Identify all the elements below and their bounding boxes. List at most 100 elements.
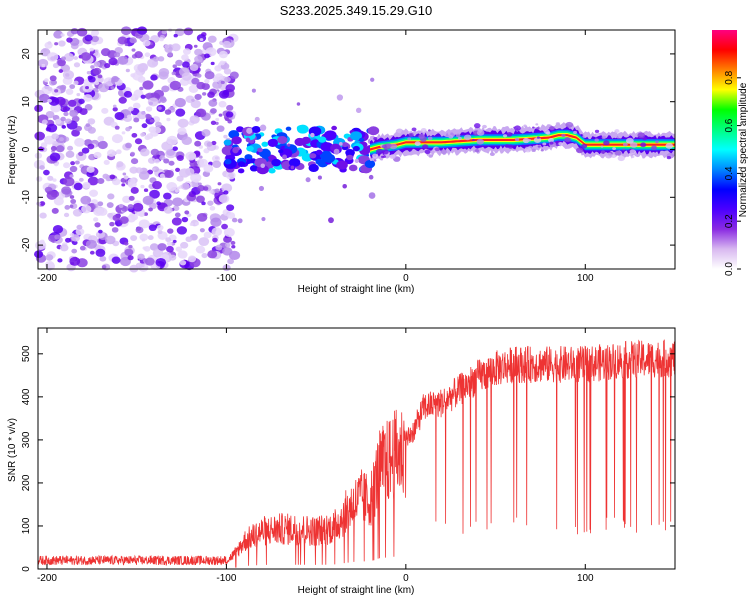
noise-blob (142, 39, 151, 47)
noise-blob (226, 104, 234, 111)
noise-blob (71, 129, 80, 137)
spectrogram-x-label: Height of straight line (km) (298, 284, 415, 295)
noise-blob (38, 146, 45, 152)
scatter-blob (254, 116, 260, 122)
noise-blob (194, 222, 199, 226)
noise-blob (54, 234, 61, 240)
noise-blob (171, 43, 181, 52)
noise-blob (68, 99, 77, 107)
noise-blob (75, 125, 82, 132)
signal-blob (323, 130, 337, 141)
noise-blob (76, 93, 81, 97)
noise-blob (207, 200, 214, 206)
noise-blob (74, 160, 80, 165)
noise-blob (165, 237, 172, 243)
noise-blob (134, 51, 143, 59)
ridge-noise-blob (666, 135, 670, 138)
x-tick-label: 100 (577, 573, 594, 584)
noise-blob (161, 29, 168, 35)
noise-blob (152, 248, 164, 258)
noise-blob (227, 119, 233, 124)
noise-blob (189, 222, 194, 227)
ridge-noise-blob (376, 148, 384, 155)
ridge-noise-blob (411, 127, 417, 132)
noise-blob (60, 116, 66, 122)
noise-blob (145, 106, 153, 112)
noise-blob (117, 36, 128, 45)
noise-blob (142, 246, 147, 250)
ridge-noise-blob (382, 149, 389, 155)
noise-blob (135, 262, 143, 269)
noise-blob (148, 224, 157, 232)
noise-blob (106, 149, 116, 157)
noise-blob (174, 212, 181, 218)
signal-blob (224, 159, 232, 165)
noise-blob (99, 255, 107, 262)
noise-blob (65, 237, 71, 243)
noise-blob (175, 108, 186, 117)
noise-blob (140, 94, 146, 99)
ridge-noise-blob (513, 125, 521, 131)
noise-blob (226, 204, 235, 212)
noise-blob (87, 143, 95, 150)
signal-blob (323, 153, 336, 163)
noise-blob (177, 127, 187, 135)
noise-blob (69, 204, 74, 208)
noise-blob (131, 48, 136, 52)
noise-blob (154, 158, 160, 164)
noise-blob (147, 97, 159, 107)
scatter-blob (368, 174, 374, 180)
noise-blob (121, 205, 129, 212)
noise-blob (175, 167, 181, 172)
noise-blob (98, 229, 103, 234)
noise-blob (151, 167, 156, 171)
noise-blob (45, 254, 54, 261)
ridge-noise-blob (637, 132, 646, 139)
noise-blob (229, 71, 239, 80)
noise-blob (97, 177, 105, 184)
noise-blob (44, 261, 55, 270)
scatter-blob (333, 148, 340, 155)
noise-blob (33, 250, 44, 259)
noise-blob (201, 252, 208, 259)
signal-blob (346, 154, 354, 161)
noise-blob (41, 63, 46, 68)
colorbar-tick-label: 0.8 (724, 70, 735, 84)
noise-blob (130, 158, 139, 165)
ridge-noise-blob (507, 144, 514, 149)
noise-blob (218, 50, 228, 59)
noise-blob (108, 57, 118, 66)
noise-blob (159, 173, 166, 179)
ridge-noise-blob (594, 138, 599, 142)
noise-blob (66, 37, 73, 43)
noise-blob (122, 172, 127, 176)
ridge-noise-blob (666, 155, 672, 160)
x-tick-label: 0 (403, 573, 409, 584)
noise-blob (132, 202, 144, 212)
noise-blob (169, 80, 181, 91)
noise-blob (161, 85, 170, 93)
noise-blob (165, 148, 177, 159)
y-tick-label: -10 (21, 190, 32, 205)
noise-blob (103, 159, 110, 165)
ridge-noise-blob (549, 126, 555, 131)
noise-blob (196, 73, 202, 78)
noise-blob (133, 117, 140, 123)
noise-blob (189, 115, 200, 124)
noise-blob (185, 151, 197, 161)
noise-blob (132, 102, 141, 110)
noise-blob (166, 117, 171, 122)
signal-blob (251, 126, 261, 134)
noise-blob (130, 151, 136, 156)
scatter-blob (336, 94, 344, 101)
scatter-blob (338, 141, 343, 146)
noise-blob (60, 33, 65, 37)
signal-blob (315, 154, 321, 159)
colorbar-tick-label: 0.0 (724, 262, 735, 276)
noise-blob (210, 217, 222, 227)
signal-blob (246, 145, 254, 152)
ridge-noise-blob (573, 130, 578, 135)
noise-blob (183, 27, 194, 36)
noise-blob (174, 97, 186, 108)
noise-blob (199, 228, 205, 233)
